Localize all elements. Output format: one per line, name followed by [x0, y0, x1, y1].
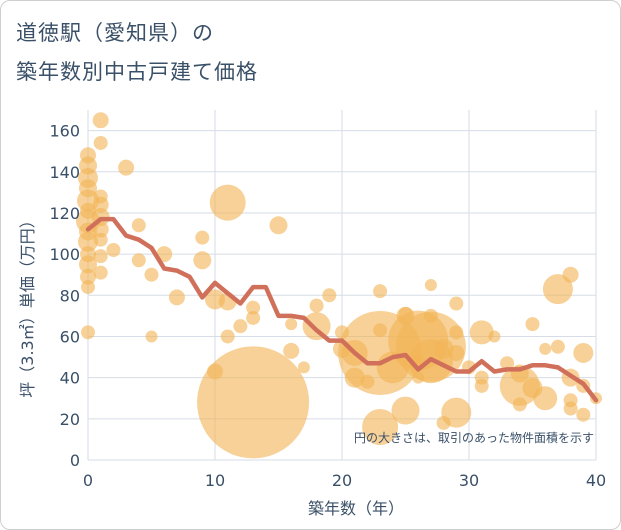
- chart-title-line-1: 道徳駅（愛知県）の: [16, 21, 214, 45]
- data-bubble: [424, 279, 437, 291]
- data-bubble: [92, 112, 109, 129]
- data-bubble: [285, 318, 298, 331]
- data-bubble: [322, 288, 337, 303]
- data-bubble: [195, 230, 210, 245]
- data-bubble: [144, 267, 159, 282]
- data-bubble: [193, 251, 212, 270]
- data-bubble: [488, 330, 501, 343]
- x-tick-label: 0: [83, 471, 93, 490]
- data-bubble: [542, 274, 573, 305]
- data-bubble: [80, 268, 96, 285]
- data-bubble: [563, 401, 578, 416]
- y-tick-label: 60: [60, 327, 80, 346]
- data-bubble: [220, 329, 235, 344]
- data-bubble: [448, 344, 465, 361]
- bubble-series: [76, 112, 602, 459]
- data-bubble: [246, 310, 261, 325]
- data-bubble: [118, 159, 135, 176]
- data-bubble: [92, 196, 109, 213]
- data-bubble: [131, 218, 146, 233]
- data-bubble: [93, 232, 108, 247]
- data-bubble: [441, 397, 472, 428]
- data-bubble: [233, 319, 248, 334]
- data-bubble: [269, 216, 288, 235]
- data-bubble: [197, 346, 310, 459]
- data-bubble: [283, 342, 300, 359]
- data-bubble: [79, 255, 97, 274]
- chart-title-line-2: 築年数別中古戸建て価格: [16, 60, 258, 84]
- data-bubble: [500, 356, 515, 371]
- x-tick-label: 10: [205, 471, 225, 490]
- data-bubble: [131, 253, 146, 268]
- data-bubble: [573, 342, 594, 363]
- data-bubble: [539, 342, 552, 355]
- data-bubble: [246, 300, 261, 315]
- data-bubble: [469, 320, 494, 345]
- y-tick-label: 40: [60, 369, 80, 388]
- average-price-line: [85, 216, 599, 403]
- data-bubble: [92, 221, 109, 238]
- y-axis-title: 坪（3.3㎡）単価（万円）: [18, 212, 37, 397]
- data-bubble: [373, 284, 388, 299]
- x-axis-ticks: 0 10 20 30 40: [83, 471, 606, 490]
- data-bubble: [576, 407, 591, 422]
- y-tick-label: 0: [70, 451, 80, 470]
- size-annotation: 円の大きさは、取引のあった物件面積を示す: [354, 430, 594, 445]
- data-bubble: [78, 231, 98, 252]
- x-tick-label: 40: [586, 471, 606, 490]
- data-bubble: [525, 317, 540, 332]
- x-tick-label: 20: [332, 471, 352, 490]
- x-axis-title: 築年数（年）: [308, 499, 404, 518]
- y-axis-ticks: 0 20 40 60 80 100 120 140 160: [49, 122, 80, 470]
- data-bubble: [81, 325, 95, 340]
- data-bubble: [93, 265, 108, 280]
- data-bubble: [362, 409, 399, 446]
- data-bubble: [449, 325, 464, 340]
- data-bubble: [93, 135, 108, 150]
- y-tick-label: 100: [49, 245, 80, 264]
- data-bubble: [297, 361, 310, 374]
- data-bubble: [449, 296, 464, 311]
- data-bubble: [562, 266, 579, 283]
- x-tick-label: 30: [459, 471, 479, 490]
- data-bubble: [81, 280, 95, 295]
- y-tick-label: 80: [60, 286, 80, 305]
- data-bubble: [474, 378, 489, 393]
- data-bubble: [550, 339, 565, 354]
- y-tick-label: 20: [60, 410, 80, 429]
- y-tick-label: 140: [49, 163, 80, 182]
- data-bubble: [93, 249, 108, 264]
- data-bubble: [168, 289, 185, 306]
- data-bubble: [106, 243, 121, 257]
- data-bubble: [145, 330, 158, 343]
- y-tick-label: 160: [49, 122, 80, 141]
- average-line-series: [85, 216, 599, 403]
- data-bubble: [209, 184, 246, 221]
- data-bubble: [391, 396, 420, 425]
- data-bubble: [533, 386, 558, 411]
- data-bubble: [512, 397, 527, 412]
- y-tick-label: 120: [49, 204, 80, 223]
- data-bubble: [309, 298, 324, 313]
